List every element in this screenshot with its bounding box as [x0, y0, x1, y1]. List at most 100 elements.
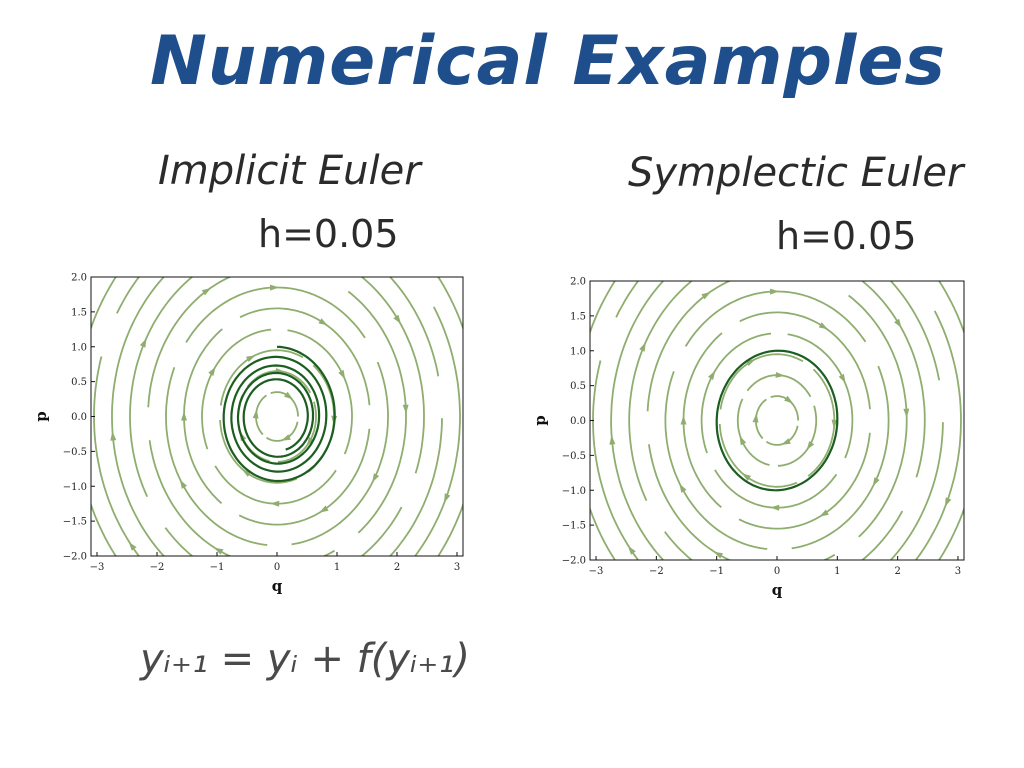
streamline-arrow — [680, 415, 687, 425]
streamline-arrow — [679, 483, 687, 493]
streamline-arrow — [838, 373, 846, 384]
symplectic-euler-step-size: h=0.05 — [776, 214, 917, 258]
streamline — [388, 277, 440, 377]
streamline — [746, 374, 812, 398]
x-tick-label: −2 — [150, 562, 165, 573]
streamline — [770, 395, 799, 421]
numerical-trajectory — [715, 349, 839, 492]
x-axis-label: q — [272, 577, 283, 595]
streamline-arrow — [870, 571, 879, 579]
y-tick-label: −1.5 — [63, 517, 87, 528]
streamline-arrow — [819, 509, 829, 517]
streamline-arrow — [139, 338, 147, 348]
symplectic-euler-label: Symplectic Euler — [628, 150, 964, 196]
y-tick-label: 0.0 — [71, 412, 87, 423]
streamline-arrow — [270, 500, 280, 507]
streamline — [889, 422, 944, 560]
streamline-arrow — [201, 288, 211, 296]
streamline — [610, 281, 665, 560]
x-axis-label: q — [772, 581, 783, 599]
streamline-arrow — [741, 473, 751, 481]
streamline-arrow — [713, 551, 723, 559]
streamline-arrow — [372, 473, 380, 483]
x-tick-label: 2 — [894, 566, 900, 577]
streamline-arrow — [393, 314, 401, 324]
plot-frame — [589, 280, 965, 561]
y-tick-label: −1.0 — [63, 482, 87, 493]
streamline-arrow — [945, 497, 952, 507]
streamline-arrow — [319, 505, 329, 513]
y-tick-label: −2.0 — [63, 552, 87, 563]
y-tick-label: 0.5 — [71, 377, 87, 388]
y-axis-label: p — [531, 415, 549, 426]
streamline — [889, 281, 941, 381]
streamline-arrow — [402, 404, 409, 414]
streamline-arrow — [246, 355, 256, 362]
streamline-arrow — [270, 284, 280, 291]
y-tick-label: 0.5 — [570, 381, 586, 392]
streamline — [739, 311, 871, 410]
streamline — [787, 333, 854, 459]
streamline — [91, 502, 117, 556]
streamlines — [91, 277, 463, 556]
x-tick-label: −3 — [589, 566, 604, 577]
streamline-arrow — [318, 318, 328, 326]
streamline-arrow — [181, 411, 187, 421]
streamline — [646, 281, 824, 412]
streamline — [164, 506, 403, 556]
implicit-euler-step-size: h=0.05 — [258, 212, 399, 256]
streamline-arrow — [781, 438, 791, 445]
streamline-arrow — [214, 547, 224, 555]
streamline-arrow — [252, 409, 259, 419]
streamline-arrow — [179, 479, 187, 489]
streamline-arrow — [208, 366, 216, 376]
streamline — [437, 277, 463, 556]
y-tick-label: −1.5 — [562, 521, 586, 532]
streamline-arrow — [609, 435, 616, 445]
y-axis-label: p — [32, 411, 50, 422]
x-tick-label: 3 — [955, 566, 961, 577]
streamline-arrow — [281, 434, 291, 441]
x-tick-label: 1 — [334, 562, 340, 573]
page-title: Numerical Examples — [150, 22, 946, 101]
streamline — [714, 469, 838, 509]
x-tick-label: 0 — [774, 566, 780, 577]
streamline-arrow — [840, 241, 849, 247]
streamline — [736, 398, 770, 466]
streamline-arrow — [818, 322, 828, 330]
streamline-arrow — [903, 408, 910, 418]
streamline — [648, 444, 836, 560]
streamline-arrow — [128, 541, 137, 551]
streamline — [938, 281, 964, 560]
streamline-arrow — [444, 493, 451, 503]
streamlines — [590, 236, 979, 579]
streamline-arrow — [284, 391, 294, 400]
streamline-arrow — [894, 318, 902, 328]
x-tick-label: 3 — [454, 562, 460, 573]
y-tick-label: 0.0 — [570, 416, 586, 427]
streamline-arrow — [973, 380, 979, 389]
streamline-arrow — [639, 342, 646, 352]
x-tick-label: −2 — [649, 566, 664, 577]
streamline-arrow — [784, 395, 794, 404]
streamline-arrow — [110, 431, 117, 441]
streamline-arrow — [872, 477, 880, 487]
streamline-arrow — [338, 369, 346, 380]
streamline — [664, 371, 768, 550]
x-tick-label: 0 — [274, 562, 280, 573]
x-tick-label: −1 — [709, 566, 724, 577]
streamline-arrow — [627, 545, 636, 555]
y-tick-label: 1.5 — [71, 307, 87, 318]
streamline-arrow — [739, 435, 747, 446]
y-tick-label: −2.0 — [562, 556, 586, 567]
streamline-arrow — [708, 370, 716, 380]
streamline-arrow — [645, 236, 654, 244]
streamline — [914, 310, 962, 560]
streamline — [664, 510, 904, 560]
streamline — [860, 281, 926, 478]
implicit-euler-label: Implicit Euler — [158, 148, 421, 194]
streamline-arrow — [752, 413, 759, 423]
y-tick-label: 2.0 — [71, 273, 87, 284]
numerical-trajectory — [222, 345, 336, 483]
